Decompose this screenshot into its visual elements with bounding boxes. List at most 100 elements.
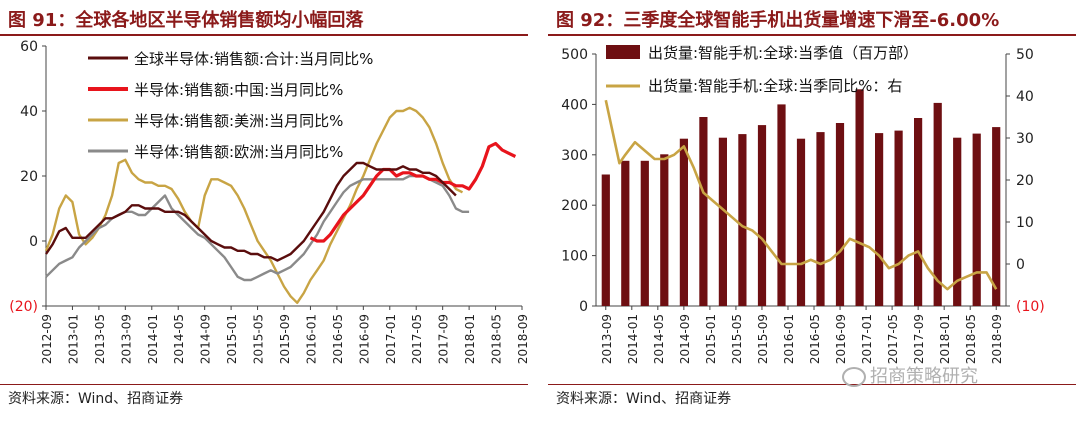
left-x-tick-label: 2013-05 xyxy=(93,314,107,364)
right-bar xyxy=(640,160,649,306)
right-bar xyxy=(679,138,688,306)
left-x-tick-label: 2016-09 xyxy=(357,314,371,364)
right-right-y-tick-label: 50 xyxy=(1016,47,1034,63)
left-x-tick-label: 2018-01 xyxy=(463,314,477,364)
right-x-tick-label: 2017-01 xyxy=(860,314,874,364)
left-series-americas-line xyxy=(44,106,464,304)
left-x-tick-label: 2018-05 xyxy=(490,314,504,364)
right-left-y-tick-label: 0 xyxy=(579,299,588,315)
right-x-tick-label: 2017-05 xyxy=(886,314,900,364)
right-bar xyxy=(796,138,806,306)
left-y-tick-label: 40 xyxy=(20,104,38,120)
right-legend-line-label: 出货量:智能手机:全球:当季同比%：右 xyxy=(648,77,902,95)
right-x-tick-label: 2014-05 xyxy=(652,314,666,364)
right-bar xyxy=(757,125,767,306)
right-yoy-line xyxy=(604,99,998,291)
right-bar xyxy=(992,127,1001,306)
right-bar xyxy=(718,137,727,306)
right-chart-title: 图 92：三季度全球智能手机出货量增速下滑至-6.00% xyxy=(556,10,1000,31)
right-x-tick-label: 2016-05 xyxy=(808,314,822,364)
wechat-icon xyxy=(842,367,866,387)
left-x-tick-label: 2012-09 xyxy=(40,314,54,364)
left-y-tick-label: (20) xyxy=(9,299,38,315)
right-right-y-tick-label: 30 xyxy=(1016,131,1034,147)
left-x-tick-label: 2017-05 xyxy=(410,314,424,364)
right-right-y-tick-label: 0 xyxy=(1016,257,1025,273)
left-x-tick-label: 2015-09 xyxy=(278,314,292,364)
left-y-tick-label: 60 xyxy=(20,39,38,55)
right-bar xyxy=(953,137,962,306)
right-left-y-tick-label: 300 xyxy=(561,148,588,164)
right-bar xyxy=(699,117,708,306)
right-left-y-tick-label: 100 xyxy=(561,249,588,265)
left-x-tick-label: 2018-09 xyxy=(516,314,530,364)
right-x-tick-label: 2018-09 xyxy=(990,314,1004,364)
left-x-tick-label: 2014-09 xyxy=(199,314,213,364)
right-source-rule xyxy=(548,384,1076,385)
right-x-tick-label: 2015-09 xyxy=(756,314,770,364)
left-source-note: 资料来源：Wind、招商证券 xyxy=(8,391,184,407)
left-source-rule xyxy=(0,384,528,385)
left-y-tick-label: 20 xyxy=(20,169,38,185)
right-bar xyxy=(660,154,669,306)
right-x-tick-label: 2018-01 xyxy=(938,314,952,364)
right-bar xyxy=(855,89,864,306)
right-right-y-tick-label: 10 xyxy=(1016,215,1034,231)
left-x-tick-label: 2014-05 xyxy=(172,314,186,364)
right-legend-bar-swatch xyxy=(606,45,640,59)
right-right-y-tick-label: 40 xyxy=(1016,89,1034,105)
left-title-rule xyxy=(0,34,528,36)
right-chart-panel: 图 92：三季度全球智能手机出货量增速下滑至-6.00% 0 100 200 300 4… xyxy=(548,0,1080,426)
right-bar xyxy=(894,130,903,306)
left-chart-title: 图 91：全球各地区半导体销售额均小幅回落 xyxy=(8,10,364,31)
left-y-tick-label: 0 xyxy=(29,234,38,250)
left-x-tick-label: 2016-01 xyxy=(304,314,318,364)
right-x-tick-label: 2013-09 xyxy=(600,314,614,364)
right-x-tick-label: 2018-05 xyxy=(964,314,978,364)
right-legend-bar-label: 出货量:智能手机:全球:当季值（百万部） xyxy=(648,44,918,62)
right-x-tick-label: 2015-01 xyxy=(704,314,718,364)
left-series-europe-line xyxy=(45,174,470,282)
right-x-tick-label: 2017-09 xyxy=(912,314,926,364)
right-left-y-tick-label: 400 xyxy=(561,97,588,113)
right-bar xyxy=(972,133,981,306)
watermark: 招商策略研究 xyxy=(842,362,978,388)
left-series-china-line xyxy=(309,141,517,243)
right-x-tick-label: 2014-09 xyxy=(678,314,692,364)
right-bar xyxy=(875,133,884,306)
left-x-tick-label: 2017-09 xyxy=(437,314,451,364)
left-x-tick-label: 2015-05 xyxy=(252,314,266,364)
right-left-y-tick-label: 500 xyxy=(561,47,588,63)
right-left-y-tick-label: 200 xyxy=(561,198,588,214)
left-chart-panel: 图 91：全球各地区半导体销售额均小幅回落 (20) 0 20 40 60 2012-09… xyxy=(0,0,532,426)
left-line-chart: (20) 0 20 40 60 2012-09 2013-01 2013-05 2013-09 2… xyxy=(9,39,530,364)
right-bar xyxy=(933,102,942,307)
left-x-tick-label: 2013-09 xyxy=(119,314,133,364)
right-x-tick-label: 2014-01 xyxy=(626,314,640,364)
right-title-rule xyxy=(548,34,1076,36)
right-bar xyxy=(621,160,630,306)
right-x-tick-label: 2016-01 xyxy=(782,314,796,364)
left-series-global-line xyxy=(45,161,457,262)
left-x-tick-label: 2017-01 xyxy=(384,314,398,364)
left-x-tick-label: 2014-01 xyxy=(146,314,160,364)
watermark-text: 招商策略研究 xyxy=(870,366,978,387)
right-source-note: 资料来源：Wind、招商证券 xyxy=(556,391,732,407)
right-right-y-tick-label: (10) xyxy=(1016,299,1045,315)
right-bar xyxy=(914,118,923,306)
right-x-tick-label: 2015-05 xyxy=(730,314,744,364)
left-legend-china-label: 半导体:销售额:中国:当月同比% xyxy=(134,81,343,99)
left-legend-global-label: 全球半导体:销售额:合计:当月同比% xyxy=(134,50,373,68)
right-x-tick-label: 2016-09 xyxy=(834,314,848,364)
right-bar xyxy=(601,174,610,306)
left-x-tick-label: 2016-05 xyxy=(331,314,345,364)
right-right-y-tick-label: 20 xyxy=(1016,173,1034,189)
left-legend-americas-label: 半导体:销售额:美洲:当月同比% xyxy=(134,112,343,130)
left-x-tick-label: 2013-01 xyxy=(66,314,80,364)
right-bar xyxy=(816,132,825,306)
right-bar xyxy=(777,104,786,307)
right-bar xyxy=(738,134,747,306)
left-x-tick-label: 2015-01 xyxy=(225,314,239,364)
left-legend-europe-label: 半导体:销售额:欧洲:当月同比% xyxy=(134,143,343,161)
right-bar-line-chart: 0 100 200 300 400 500 (10) 0 10 20 30 40 50 2013-09 20… xyxy=(561,44,1045,364)
